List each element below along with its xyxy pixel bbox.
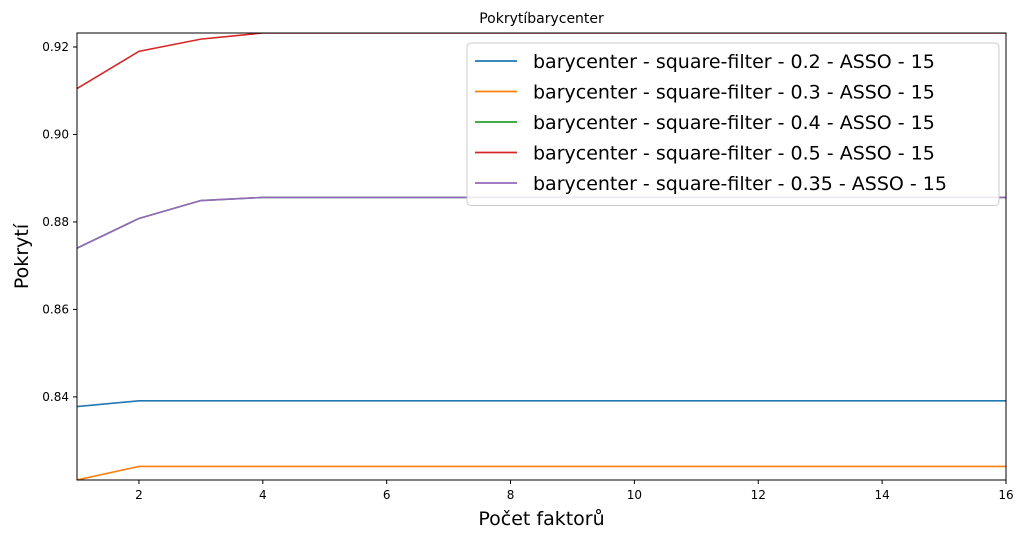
y-tick-label: 0.84: [42, 390, 69, 404]
legend-box: [466, 42, 1000, 206]
y-tick-label: 0.90: [42, 127, 69, 141]
x-tick-label: 14: [874, 488, 889, 502]
x-axis-label: Počet faktorů: [478, 508, 604, 530]
legend-entry-label: barycenter - square-filter - 0.3 - ASSO …: [533, 82, 935, 104]
plot-frame: [76, 32, 1007, 481]
series-line-2: [77, 465, 1006, 480]
x-axis: 2 4 6 8 10 12 14 16: [135, 480, 1014, 502]
x-tick-label: 10: [627, 488, 642, 502]
y-tick-label: 0.86: [42, 302, 69, 316]
y-axis: 0.84 0.86 0.88 0.90 0.92: [42, 40, 77, 404]
legend-entry-label: barycenter - square-filter - 0.2 - ASSO …: [533, 51, 935, 73]
x-tick-label: 16: [998, 488, 1013, 502]
y-tick-label: 0.92: [42, 40, 69, 54]
legend-entry-label: barycenter - square-filter - 0.5 - ASSO …: [533, 143, 935, 165]
legend: barycenter - square-filter - 0.2 - ASSO …: [466, 42, 1000, 206]
x-tick-label: 2: [135, 488, 143, 502]
chart-title: Pokrytíbarycenter: [479, 11, 604, 27]
legend-entry-label: barycenter - square-filter - 0.4 - ASSO …: [533, 112, 935, 134]
x-tick-label: 6: [383, 488, 391, 502]
x-tick-label: 4: [259, 488, 267, 502]
series-line-4: [77, 33, 1006, 90]
x-tick-label: 12: [751, 488, 766, 502]
x-tick-label: 8: [507, 488, 515, 502]
series-line-1: [77, 400, 1006, 408]
y-tick-label: 0.88: [42, 215, 69, 229]
legend-entry-label: barycenter - square-filter - 0.35 - ASSO…: [533, 173, 947, 195]
y-axis-label: Pokrytí: [11, 223, 33, 289]
